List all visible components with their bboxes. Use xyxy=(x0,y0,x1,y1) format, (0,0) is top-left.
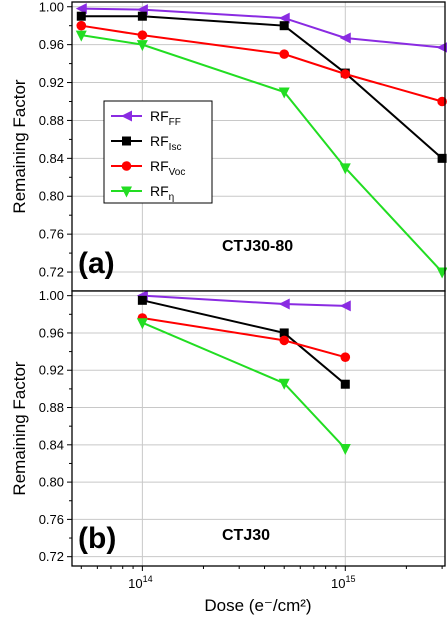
x-tick-label-base: 10 xyxy=(331,576,345,591)
data-point xyxy=(339,163,351,175)
legend-label: RFFF xyxy=(150,108,181,128)
y-tick-label: 0.84 xyxy=(39,437,64,452)
sample-label: CTJ30 xyxy=(222,527,270,544)
legend-label: RFVoc xyxy=(150,158,185,178)
data-point xyxy=(76,11,86,21)
y-tick-label: 0.96 xyxy=(39,37,64,52)
x-tick-label-exponent: 14 xyxy=(143,574,153,584)
y-axis-label: Remaining Factor xyxy=(10,79,29,214)
y-tick-label: 0.80 xyxy=(39,475,64,490)
legend-label-subscript: FF xyxy=(169,117,181,128)
data-point xyxy=(279,21,289,31)
legend-item-Isc: RFIsc xyxy=(111,133,181,153)
legend-label-name: RF xyxy=(150,133,169,149)
data-point xyxy=(136,318,148,330)
y-tick-label: 0.76 xyxy=(39,227,64,242)
data-point xyxy=(137,295,147,305)
y-tick-label: 0.88 xyxy=(39,400,64,415)
series-Isc xyxy=(137,295,350,389)
data-point xyxy=(339,300,351,312)
y-tick-label: 1.00 xyxy=(39,288,64,303)
panel-label: (a) xyxy=(78,247,115,280)
data-point xyxy=(279,49,290,59)
data-point xyxy=(279,328,289,338)
y-axis-label: Remaining Factor xyxy=(10,361,29,496)
y-tick-label: 0.80 xyxy=(39,189,64,204)
legend-label: RFIsc xyxy=(150,133,181,153)
legend-swatch-marker xyxy=(121,161,132,171)
data-point xyxy=(278,87,290,99)
data-point xyxy=(278,12,290,24)
y-tick-label: 0.96 xyxy=(39,325,64,340)
panel-a: 0.72 0.76 0.80 0.84 0.88 0.92 0.96 1.00 Remainin… xyxy=(10,0,447,296)
legend-swatch-marker xyxy=(121,110,132,122)
series-FF xyxy=(75,3,447,53)
x-axis-label: Dose (e⁻/cm²) xyxy=(204,596,311,615)
panel-b: 0.72 0.76 0.80 0.84 0.88 0.92 0.96 1.00 Remainin… xyxy=(10,288,446,571)
data-point xyxy=(339,444,351,456)
data-point xyxy=(340,379,350,389)
x-tick-label-base: 10 xyxy=(128,576,142,591)
legend-swatch-marker xyxy=(121,186,132,198)
legend-label-subscript: Voc xyxy=(169,167,186,178)
y-tick-label: 0.92 xyxy=(39,363,64,378)
data-point xyxy=(137,30,148,40)
x-tick-label-exponent: 15 xyxy=(346,574,356,584)
y-tick-label: 0.72 xyxy=(39,549,64,564)
y-tick-label: 0.92 xyxy=(39,75,64,90)
series-η xyxy=(136,318,351,456)
y-tick-label: 0.72 xyxy=(39,265,64,280)
panel-label: (b) xyxy=(78,522,116,555)
data-point xyxy=(339,32,351,44)
data-point xyxy=(278,298,290,310)
plot-frame xyxy=(71,290,446,567)
x-tick-label: 1014 xyxy=(128,574,152,591)
legend-label-name: RF xyxy=(150,158,169,174)
y-tick-label: 0.76 xyxy=(39,512,64,527)
y-tick-label: 0.88 xyxy=(39,113,64,128)
y-tick-label: 1.00 xyxy=(39,0,64,14)
legend-item-η: RFη xyxy=(111,183,174,203)
data-point xyxy=(136,40,148,52)
series-FF xyxy=(136,290,351,312)
series-η xyxy=(75,30,447,279)
data-point xyxy=(137,11,147,21)
data-point xyxy=(340,352,351,362)
legend-label: RFη xyxy=(150,183,174,203)
data-point xyxy=(279,335,290,346)
legend-box xyxy=(103,100,213,204)
legend-swatch-marker xyxy=(122,136,131,146)
plot-area xyxy=(72,291,445,566)
legend-label-name: RF xyxy=(150,183,169,199)
legend-label-subscript: η xyxy=(169,192,175,203)
sample-label: CTJ30-80 xyxy=(222,238,293,255)
legend-item-Voc: RFVoc xyxy=(111,158,185,178)
data-point xyxy=(278,378,290,390)
legend-label-name: RF xyxy=(150,108,169,124)
data-point xyxy=(340,69,351,79)
legend-label-subscript: Isc xyxy=(169,142,182,153)
data-point xyxy=(75,30,87,42)
data-point xyxy=(76,20,87,31)
data-point xyxy=(437,153,447,163)
data-point xyxy=(75,3,87,15)
legend-item-FF: RFFF xyxy=(111,108,181,128)
x-tick-label: 1015 xyxy=(331,574,355,591)
y-tick-label: 0.84 xyxy=(39,151,64,166)
